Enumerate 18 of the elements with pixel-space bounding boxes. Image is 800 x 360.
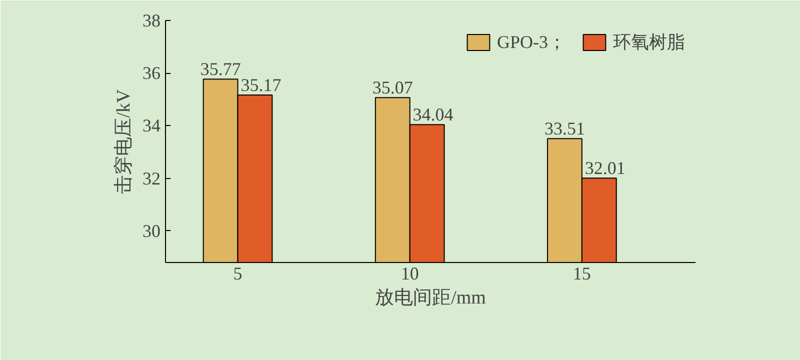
y-tick-label: 38 xyxy=(142,10,160,30)
x-tick-label: 15 xyxy=(572,264,591,284)
data-label: 33.51 xyxy=(544,118,585,139)
data-label: 35.07 xyxy=(372,78,413,98)
y-tick-label: 36 xyxy=(142,63,160,84)
data-label: 32.01 xyxy=(584,158,626,178)
legend-label: 环氧树脂 xyxy=(613,31,685,54)
y-tick-label: 32 xyxy=(142,168,160,188)
data-label: 34.04 xyxy=(412,104,454,125)
y-tick-label: 34 xyxy=(142,116,160,136)
y-axis-title: 击穿电压/kV xyxy=(112,88,134,194)
data-label: 35.77 xyxy=(200,59,241,80)
data-label: 35.17 xyxy=(240,74,282,95)
x-tick-label: 10 xyxy=(400,264,419,284)
x-axis-title: 放电间距/mm xyxy=(375,288,486,308)
y-tick-label: 30 xyxy=(142,220,160,241)
legend-label: GPO-3； xyxy=(496,31,566,54)
x-tick-label: 5 xyxy=(233,264,242,284)
